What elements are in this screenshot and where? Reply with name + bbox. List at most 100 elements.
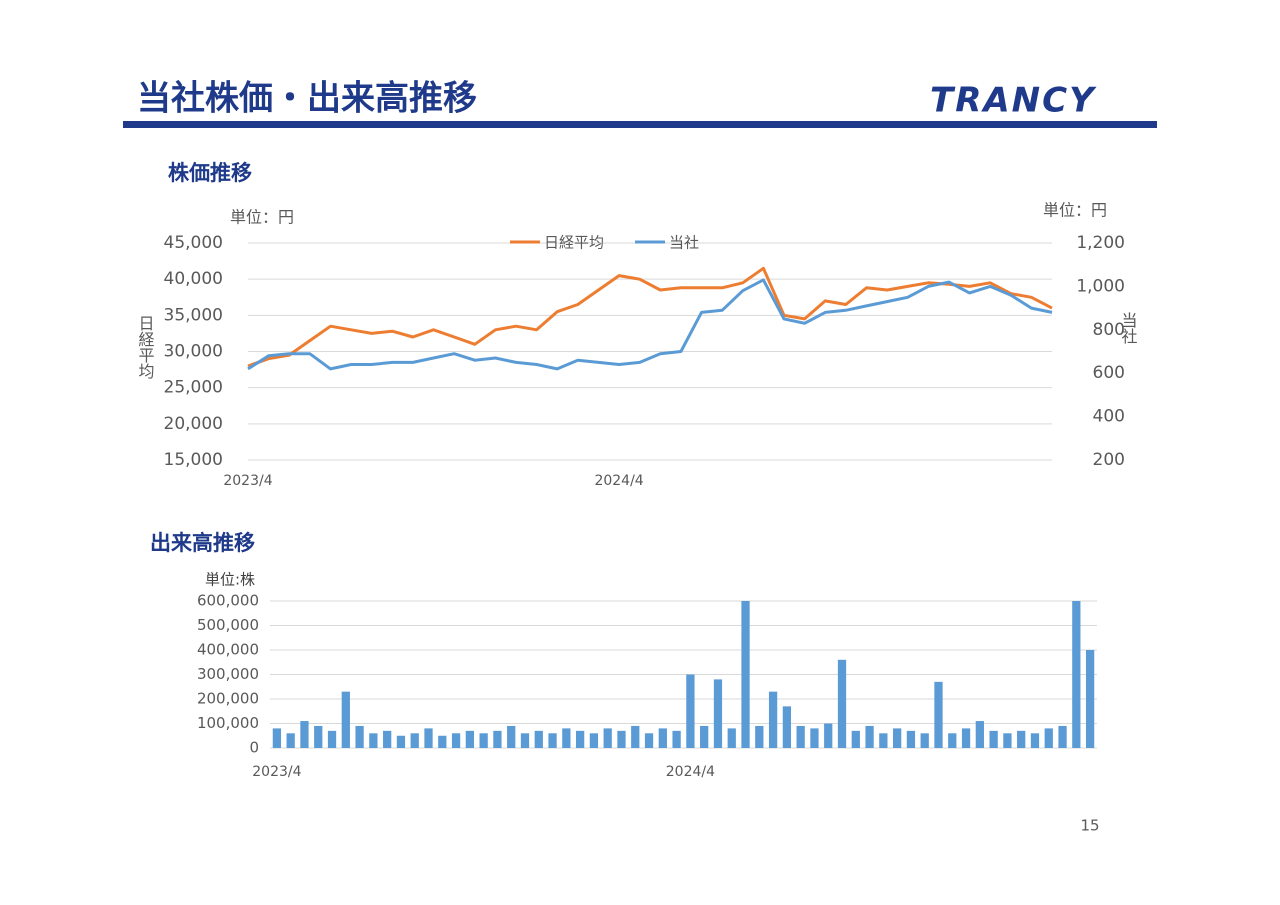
section-title: 株価推移 bbox=[168, 161, 252, 185]
y-tick-label: 100,000 bbox=[197, 714, 259, 732]
line-series bbox=[247, 266, 1053, 368]
bar bbox=[493, 730, 502, 748]
y-tick-label: 40,000 bbox=[164, 269, 223, 289]
bar bbox=[1085, 650, 1095, 748]
y2-tick-label: 400 bbox=[1093, 407, 1125, 427]
bar bbox=[589, 733, 599, 748]
bar bbox=[810, 728, 819, 748]
bar bbox=[644, 733, 654, 748]
y-tick-label: 25,000 bbox=[164, 378, 223, 398]
bar bbox=[672, 730, 681, 748]
y-tick-label: 0 bbox=[249, 739, 259, 757]
bar bbox=[824, 723, 833, 748]
y-tick-label: 20,000 bbox=[164, 414, 223, 434]
bar bbox=[575, 730, 585, 748]
bar bbox=[713, 679, 723, 748]
bar bbox=[355, 725, 364, 748]
bar bbox=[438, 735, 447, 748]
y2-tick-label: 600 bbox=[1093, 363, 1125, 383]
title-rule bbox=[123, 121, 1157, 128]
x-tick-label: 2023/4 bbox=[223, 473, 272, 489]
bar bbox=[948, 733, 957, 748]
y-tick-label: 200,000 bbox=[197, 690, 259, 708]
y-tick-label: 600,000 bbox=[197, 592, 259, 610]
bar bbox=[272, 728, 282, 748]
section-title: 出来高推移 bbox=[150, 531, 255, 555]
y-tick-label: 500,000 bbox=[197, 616, 259, 634]
x-tick-label: 2024/4 bbox=[594, 473, 643, 489]
bar bbox=[1072, 601, 1081, 748]
bar bbox=[837, 659, 847, 748]
page-number: 15 bbox=[1080, 817, 1099, 835]
unit-label: 単位：円 bbox=[230, 208, 294, 227]
y2-tick-label: 1,200 bbox=[1076, 233, 1125, 253]
bar bbox=[700, 725, 709, 748]
y-tick-label: 30,000 bbox=[164, 342, 223, 362]
y-tick-label: 35,000 bbox=[164, 305, 223, 325]
bar bbox=[396, 735, 406, 748]
bar bbox=[975, 721, 984, 748]
y-tick-label: 300,000 bbox=[197, 665, 259, 683]
y2-tick-label: 1,000 bbox=[1076, 276, 1125, 296]
bar bbox=[755, 725, 764, 748]
legend-label: 当社 bbox=[669, 234, 699, 252]
bar bbox=[1030, 733, 1040, 748]
page-title: 当社株価・出来高推移 bbox=[137, 79, 477, 119]
bar bbox=[1003, 733, 1012, 748]
y2-tick-label: 800 bbox=[1093, 320, 1125, 340]
bar bbox=[341, 691, 350, 748]
bar bbox=[520, 733, 530, 748]
bar bbox=[631, 725, 640, 748]
bar bbox=[796, 725, 805, 748]
bar bbox=[741, 601, 750, 748]
legend-label: 日経平均 bbox=[544, 234, 604, 252]
bar bbox=[658, 728, 667, 748]
x-tick-label: 2023/4 bbox=[252, 764, 301, 780]
bar bbox=[1044, 728, 1053, 748]
bar bbox=[768, 691, 778, 748]
bar bbox=[534, 730, 543, 748]
unit-label: 単位：円 bbox=[1043, 201, 1107, 220]
bar bbox=[989, 730, 998, 748]
x-tick-label: 2024/4 bbox=[666, 764, 715, 780]
axis-title: 日経平均 bbox=[136, 315, 155, 380]
bar bbox=[617, 730, 626, 748]
unit-label: 単位:株 bbox=[205, 571, 255, 589]
bar bbox=[479, 733, 488, 748]
bar bbox=[383, 730, 392, 748]
axis-title: 当社 bbox=[1119, 312, 1138, 344]
y-tick-label: 15,000 bbox=[164, 450, 223, 470]
bar bbox=[369, 733, 378, 748]
bar bbox=[865, 725, 874, 748]
bar bbox=[424, 728, 433, 748]
bar bbox=[851, 730, 860, 748]
bar bbox=[1058, 725, 1067, 748]
y-tick-label: 45,000 bbox=[164, 233, 223, 253]
bar bbox=[465, 730, 474, 748]
bar bbox=[879, 733, 888, 748]
bar bbox=[548, 733, 557, 748]
bar bbox=[727, 728, 736, 748]
bar bbox=[286, 733, 295, 748]
bar bbox=[920, 733, 929, 748]
bar bbox=[451, 733, 461, 748]
bar bbox=[782, 706, 792, 748]
bar bbox=[327, 730, 337, 748]
bar bbox=[686, 674, 695, 748]
bar bbox=[1017, 730, 1026, 748]
bar bbox=[314, 725, 323, 748]
y2-tick-label: 200 bbox=[1093, 450, 1125, 470]
bar bbox=[300, 721, 309, 748]
bar bbox=[934, 681, 943, 748]
logo: TRANCY bbox=[930, 81, 1097, 121]
bar bbox=[562, 728, 571, 748]
bar bbox=[410, 733, 419, 748]
y-tick-label: 400,000 bbox=[197, 641, 259, 659]
bar bbox=[507, 725, 516, 748]
bar bbox=[961, 728, 971, 748]
bar bbox=[893, 728, 902, 748]
bar bbox=[603, 728, 612, 748]
line-series bbox=[247, 278, 1053, 371]
bar bbox=[906, 730, 916, 748]
